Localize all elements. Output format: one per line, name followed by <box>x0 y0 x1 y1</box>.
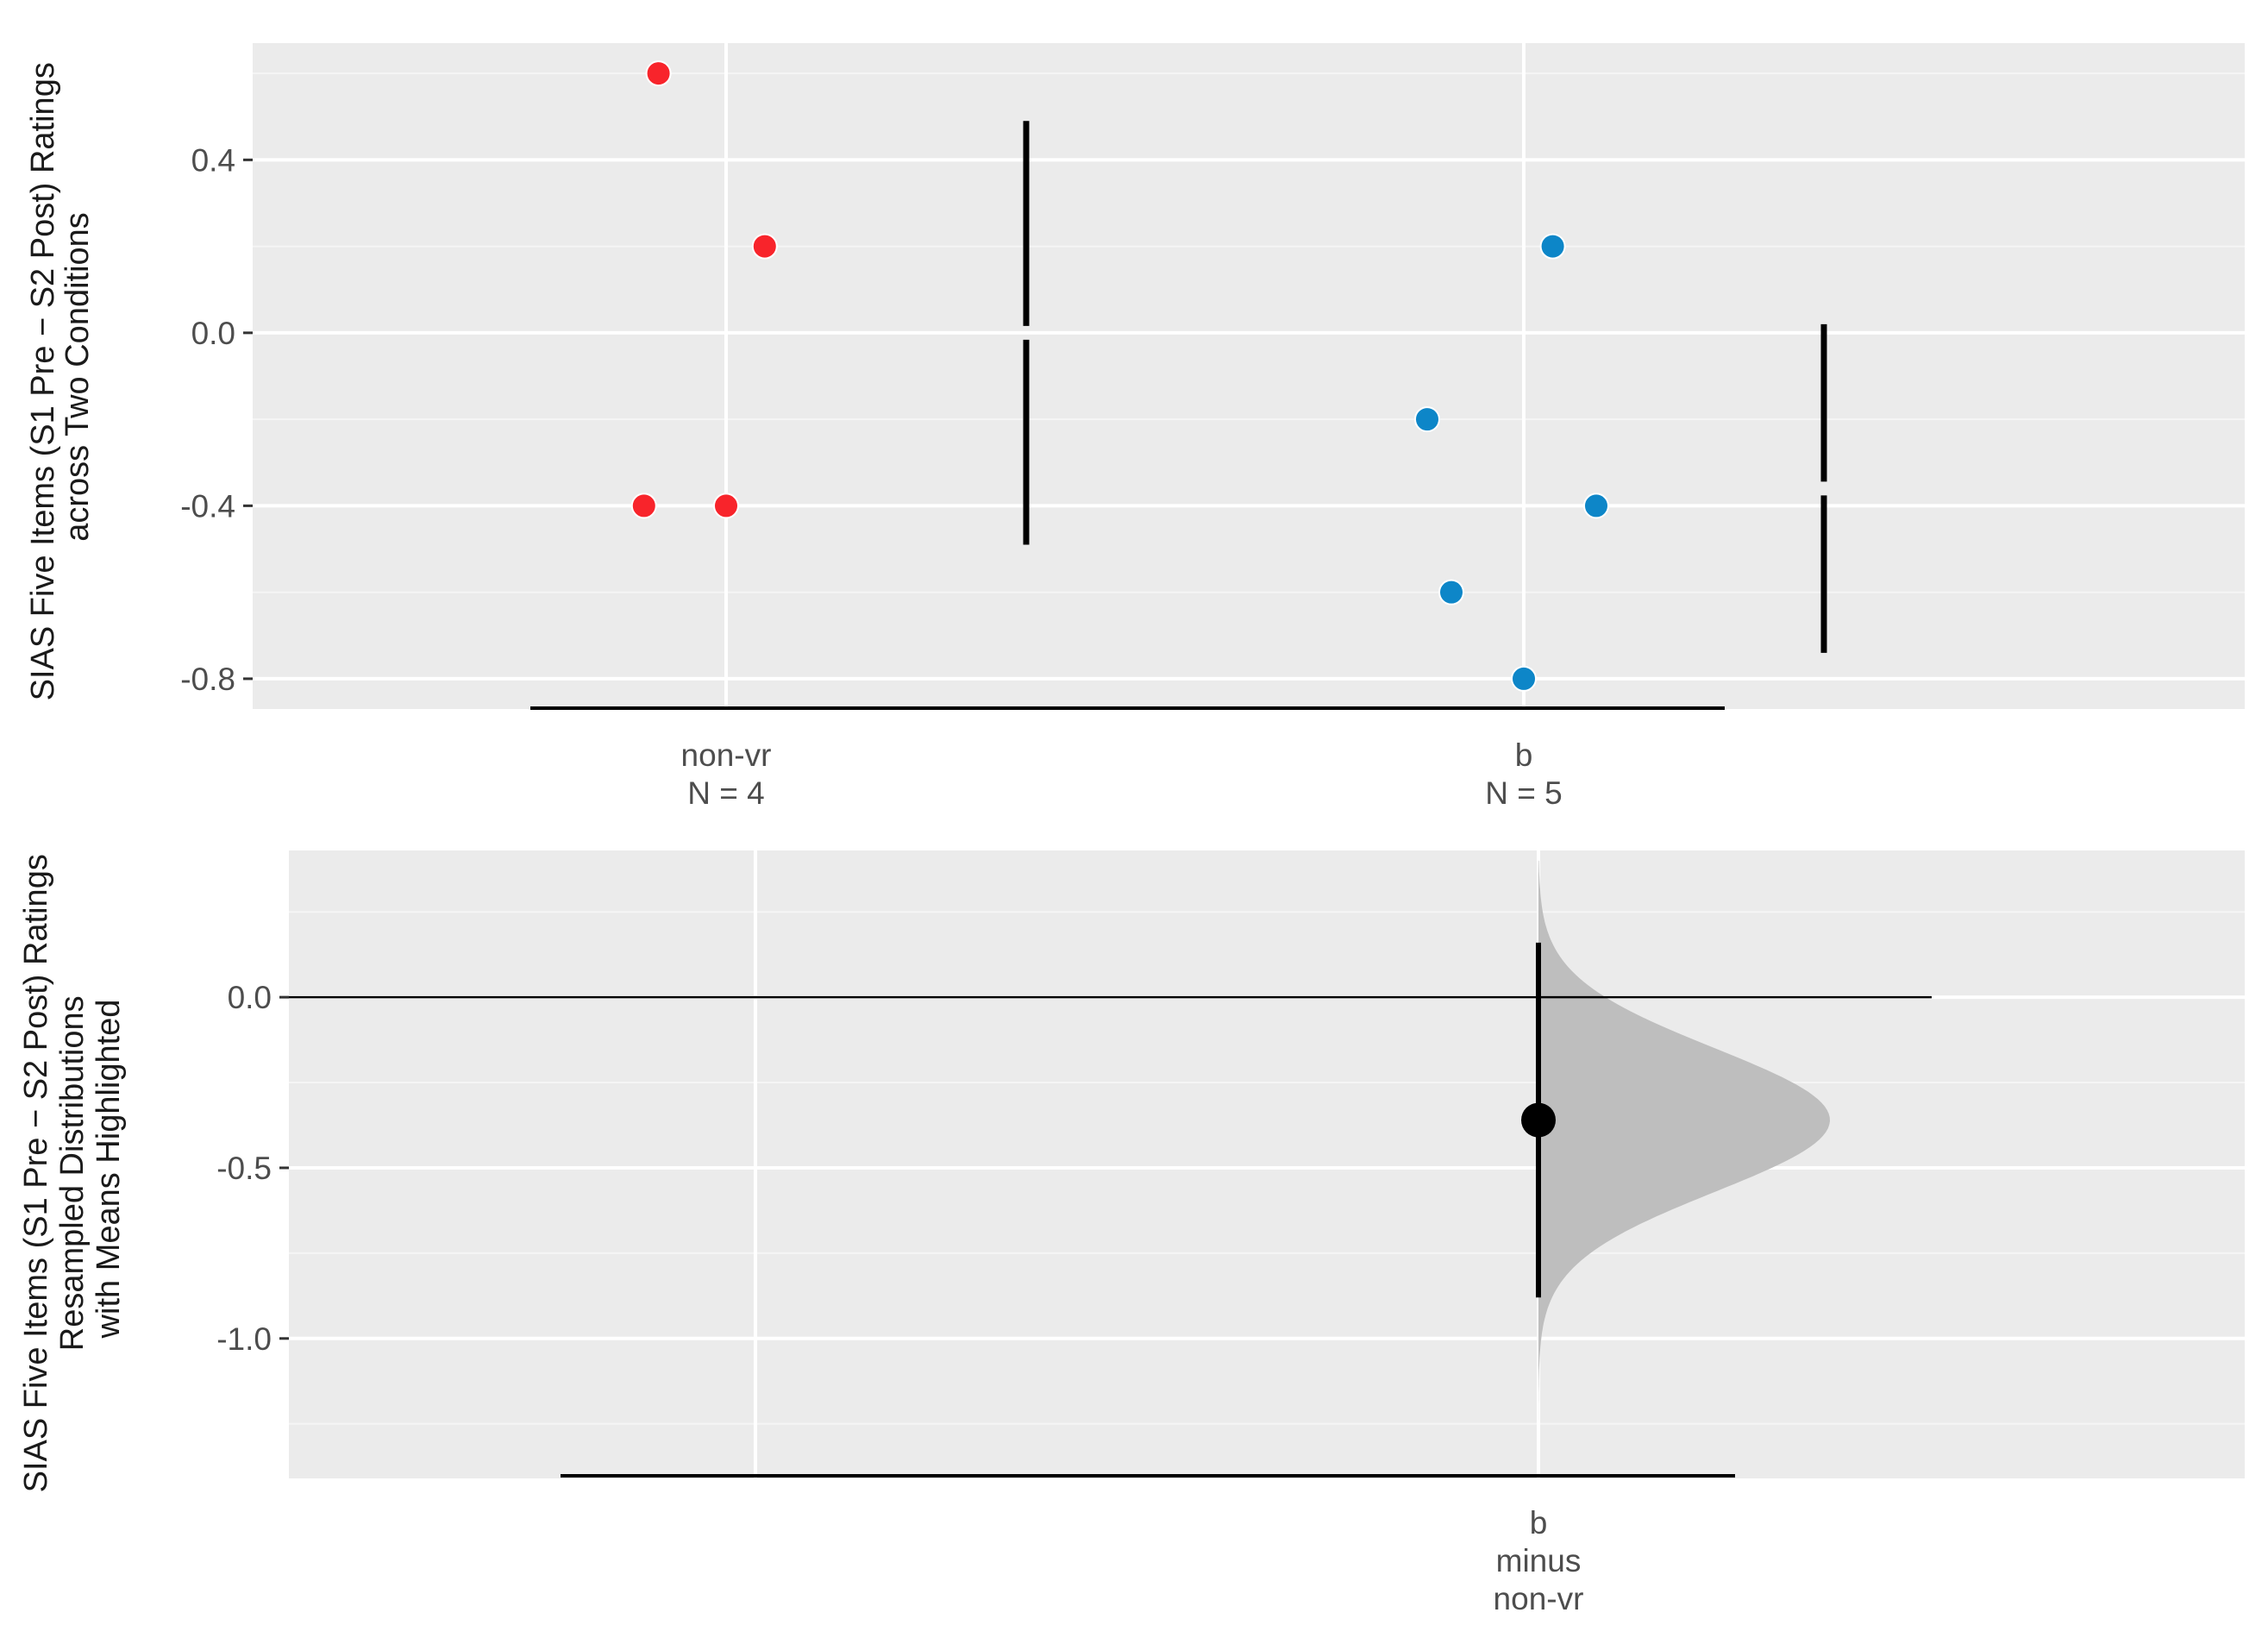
bottom-mean-difference-point <box>1521 1102 1556 1138</box>
top-point-b-3 <box>1438 579 1464 606</box>
bottom-y-tick-label-neg0p5: -0.5 <box>216 1151 272 1186</box>
top-data-marks <box>630 60 1827 692</box>
top-x-axis-labels: non-vrN = 4 bN = 5 <box>681 737 1563 811</box>
top-y-tick-label-neg0p8: -0.8 <box>180 662 235 697</box>
top-y-axis: 0.4 0.0 -0.4 -0.8 <box>180 142 253 697</box>
bottom-y-axis-title-line-2: Resampled Distributions <box>54 995 91 1351</box>
bottom-y-axis-title-line-1: SIAS Five Items (S1 Pre − S2 Post) Ratin… <box>18 854 54 1492</box>
bottom-y-axis-title: SIAS Five Items (S1 Pre − S2 Post) Ratin… <box>18 845 127 1493</box>
bottom-panel-background <box>289 850 2245 1478</box>
top-point-non-vr-3 <box>713 493 739 519</box>
bottom-y-axis-title-line-3: with Means Highlighted <box>91 1000 127 1340</box>
top-point-b-2 <box>1583 493 1609 519</box>
bottom-y-tick-label-0: 0.0 <box>228 980 272 1015</box>
top-y-tick-label-neg0p4: -0.4 <box>180 488 235 524</box>
top-x-label-non-vr-0: non-vr <box>681 737 772 773</box>
top-point-b-0 <box>1539 233 1566 260</box>
top-point-non-vr-0 <box>645 60 672 87</box>
bottom-x-label-1-1: minus <box>1496 1543 1582 1578</box>
top-x-label-b-0: b <box>1515 737 1533 773</box>
bottom-x-label-1-0: b <box>1530 1505 1548 1540</box>
top-point-non-vr-2 <box>630 493 657 519</box>
top-y-axis-title-line-1: SIAS Five Items (S1 Pre − S2 Post) Ratin… <box>25 62 61 700</box>
top-point-b-1 <box>1414 406 1440 433</box>
top-y-tick-label-0p4: 0.4 <box>191 142 235 178</box>
top-point-b-4 <box>1511 665 1537 692</box>
bottom-y-axis: 0.0 -0.5 -1.0 <box>216 980 289 1357</box>
bottom-data-marks <box>289 860 1932 1448</box>
top-panel-background <box>253 43 2245 709</box>
top-y-tick-label-0: 0.0 <box>191 316 235 351</box>
bottom-x-label-1-2: non-vr <box>1494 1581 1584 1616</box>
top-x-label-b-1: N = 5 <box>1485 775 1562 811</box>
bottom-y-tick-label-neg1: -1.0 <box>216 1321 272 1357</box>
top-gridlines <box>253 43 2245 709</box>
top-x-label-non-vr-1: N = 4 <box>687 775 764 811</box>
top-y-axis-title-line-2: across Two Conditions <box>60 212 96 542</box>
bottom-resampled-distribution <box>1538 860 1830 1448</box>
top-panel: 0.4 0.0 -0.4 -0.8 non-vrN = 4 bN = 5 SIAS Fi… <box>25 43 2245 811</box>
top-point-non-vr-1 <box>751 233 778 260</box>
top-y-axis-title: SIAS Five Items (S1 Pre − S2 Post) Ratin… <box>25 53 96 701</box>
